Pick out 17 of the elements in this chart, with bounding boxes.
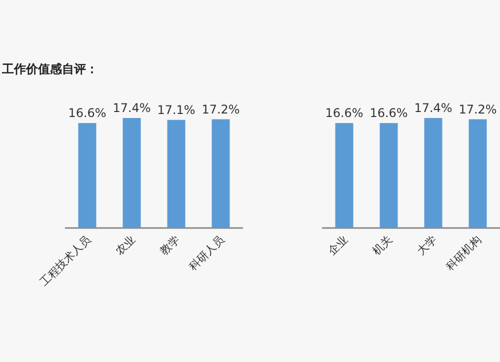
x-tick-label: 科研人员 — [186, 232, 227, 274]
data-label: 16.6% — [325, 106, 364, 120]
x-tick-label: 教学 — [158, 232, 182, 258]
data-label: 16.6% — [370, 106, 408, 120]
data-label: 17.1% — [157, 102, 196, 117]
data-label: 17.4% — [414, 101, 452, 115]
data-label: 16.6% — [68, 106, 106, 120]
x-tick-label: 机关 — [370, 232, 395, 258]
x-tick-label: 大学 — [414, 232, 440, 258]
x-tick-label: 工程技术人员 — [38, 232, 94, 289]
x-tick-label: 企业 — [326, 232, 350, 258]
data-label: 17.2% — [458, 102, 497, 116]
data-label: 17.4% — [112, 101, 151, 115]
data-label: 17.2% — [202, 102, 240, 116]
chart-title: 工作价值感自评： — [1, 62, 98, 76]
x-tick-label: 科研机构 — [444, 232, 484, 274]
x-tick-label: 农业 — [113, 232, 138, 258]
